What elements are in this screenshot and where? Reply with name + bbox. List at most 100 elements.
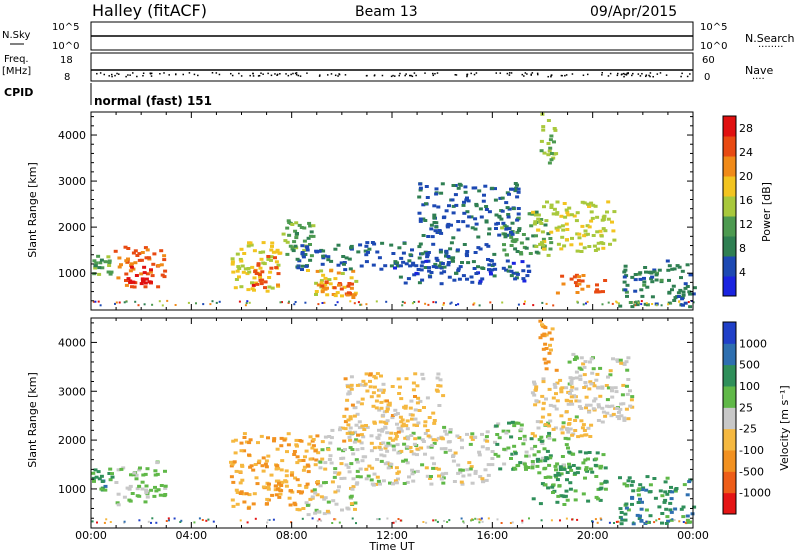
data-cell [572, 394, 577, 398]
data-cell [556, 242, 561, 246]
ground-scatter-cell [244, 304, 247, 307]
data-cell [484, 435, 489, 439]
data-cell [609, 414, 614, 418]
data-cell [579, 434, 584, 438]
nave-point [506, 72, 509, 75]
data-cell [116, 503, 121, 507]
data-cell [601, 410, 606, 414]
data-cell [423, 424, 428, 428]
data-cell [339, 261, 344, 265]
data-cell [579, 419, 584, 423]
data-cell [109, 270, 114, 274]
data-cell [625, 384, 629, 388]
data-cell [313, 491, 318, 495]
data-cell [434, 187, 439, 191]
data-cell [605, 404, 610, 408]
data-cell [103, 488, 108, 492]
data-cell [123, 245, 128, 249]
ground-scatter-cell [365, 303, 368, 306]
data-cell [510, 452, 515, 456]
data-cell [542, 357, 547, 361]
data-cell [356, 400, 361, 404]
data-cell [92, 479, 96, 483]
data-cell [145, 248, 150, 252]
data-cell [452, 278, 457, 282]
data-cell [429, 475, 433, 478]
data-cell [340, 272, 345, 275]
data-cell [341, 426, 345, 430]
colorbar-segment [723, 136, 736, 157]
data-region [618, 475, 697, 526]
data-cell [470, 481, 475, 485]
data-cell [456, 186, 461, 190]
ground-scatter-cell [239, 519, 242, 522]
data-cell [560, 235, 565, 239]
data-cell [258, 278, 263, 282]
data-cell [289, 473, 294, 477]
data-cell [619, 511, 624, 514]
colorbar-tick-label: 500 [739, 359, 760, 372]
data-cell [551, 491, 555, 494]
data-cell [545, 457, 550, 461]
data-cell [513, 467, 518, 471]
data-cell [574, 370, 579, 374]
data-cell [231, 439, 236, 443]
ground-scatter-cell [357, 301, 360, 304]
nave-point [290, 73, 292, 76]
data-cell [326, 500, 331, 504]
data-cell [160, 273, 165, 277]
data-cell [428, 275, 433, 279]
data-cell [283, 239, 288, 243]
data-cell [683, 301, 688, 305]
power-colorbar-label: Power [dB] [760, 182, 773, 242]
data-cell [561, 425, 566, 429]
data-cell [529, 447, 534, 451]
ground-scatter-cell [323, 301, 326, 304]
data-cell [145, 272, 150, 276]
data-cell [522, 279, 527, 283]
data-cell [411, 479, 416, 483]
data-cell [601, 246, 606, 250]
data-cell [235, 491, 240, 494]
colorbar-segment [723, 322, 736, 344]
data-cell [295, 257, 300, 261]
data-cell [563, 494, 568, 498]
ground-scatter-cell [637, 300, 640, 303]
data-cell [622, 416, 627, 420]
data-cell [535, 458, 540, 462]
data-cell [444, 432, 449, 436]
data-cell [581, 362, 586, 366]
data-cell [256, 441, 260, 445]
data-cell [610, 395, 615, 399]
nave-point [623, 75, 625, 78]
data-cell [663, 498, 668, 502]
ground-scatter-cell [607, 301, 610, 304]
colorbar-tick-label: 4 [739, 266, 746, 279]
data-cell [526, 264, 531, 268]
velocity-colorbar-label: Velocity [m s⁻¹] [778, 385, 791, 470]
ground-scatter-cell [173, 517, 176, 520]
data-cell [401, 260, 406, 264]
data-cell [542, 151, 547, 155]
nave-point [410, 74, 412, 77]
data-cell [410, 413, 415, 417]
data-cell [583, 451, 588, 455]
ground-scatter-cell [99, 304, 102, 307]
ground-scatter-cell [105, 518, 108, 521]
data-cell [146, 256, 151, 260]
data-cell [625, 368, 630, 372]
nave-point [142, 72, 145, 75]
data-cell [345, 506, 350, 510]
data-cell [574, 399, 579, 403]
x-tick-label: 12:00 [376, 529, 408, 542]
data-cell [163, 486, 168, 490]
data-cell [381, 382, 386, 386]
data-cell [322, 481, 326, 485]
data-cell [300, 244, 305, 248]
data-cell [584, 468, 588, 472]
data-cell [549, 337, 554, 341]
nave-point [262, 73, 264, 75]
data-cell [258, 275, 263, 279]
nave-point [398, 74, 400, 77]
data-cell [555, 500, 560, 504]
